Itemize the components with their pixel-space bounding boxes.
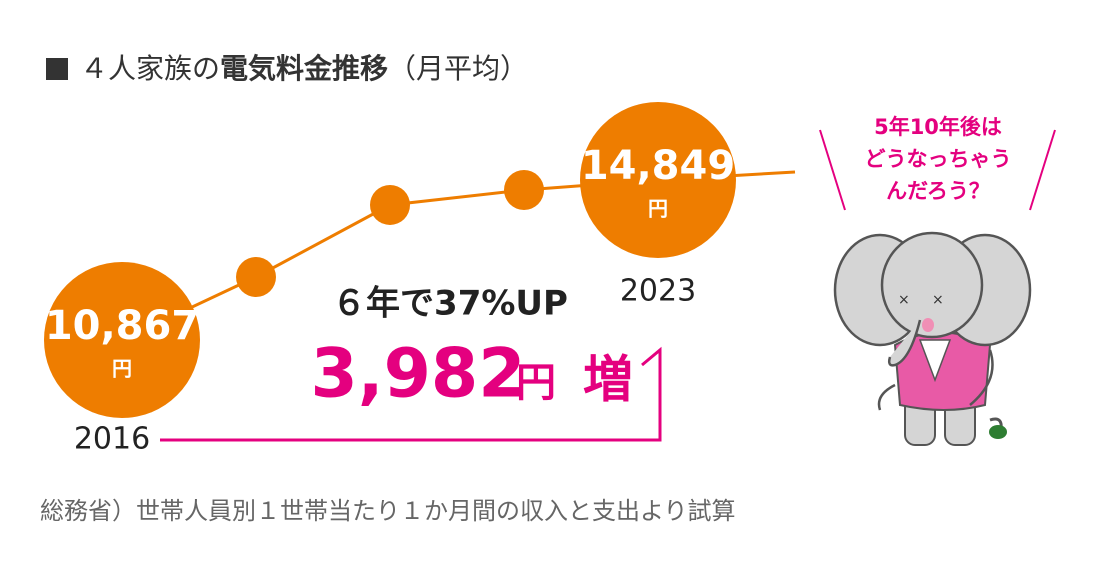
title-bold: 電気料金推移 <box>220 52 388 85</box>
unit-label: 円 <box>648 197 668 221</box>
point <box>236 256 276 297</box>
point <box>580 102 736 258</box>
chart-title: ４人家族の電気料金推移（月平均） <box>80 52 528 85</box>
point <box>370 184 410 225</box>
annotation-suffix: 増 <box>583 351 633 409</box>
value-label: 14,849 <box>581 143 735 189</box>
point <box>504 169 544 210</box>
source-note: 総務省）世帯人員別１世帯当たり１か月間の収入と支出より試算 <box>40 497 736 525</box>
title-prefix: ４人家族の <box>80 52 220 85</box>
bubble-line <box>819 129 846 211</box>
value-label: 10,867 <box>45 303 199 349</box>
point <box>44 262 200 418</box>
elephant: × × <box>833 231 1032 446</box>
annotation-unit: 円 <box>516 360 556 406</box>
annotation-amount: 3,982 <box>310 335 525 414</box>
svg-text:×: × <box>932 292 944 308</box>
bubble-text: どうなっちゃう <box>865 147 1012 171</box>
x-tick-label: 2023 <box>620 274 696 309</box>
annotation-top: ６年で37%UP <box>332 284 568 324</box>
bubble-line <box>1029 129 1056 211</box>
unit-label: 円 <box>112 357 132 381</box>
bubble-text: 5年10年後は <box>874 115 1002 139</box>
bubble-text: んだろう？ <box>886 179 990 203</box>
x-tick-label: 2016 <box>74 422 150 457</box>
bracket <box>160 346 662 442</box>
title-square <box>46 58 68 80</box>
plot: 10,867 円 2016 14,849 円 2023 <box>44 102 796 457</box>
svg-text:×: × <box>898 292 910 308</box>
title-suffix: （月平均） <box>388 52 528 85</box>
